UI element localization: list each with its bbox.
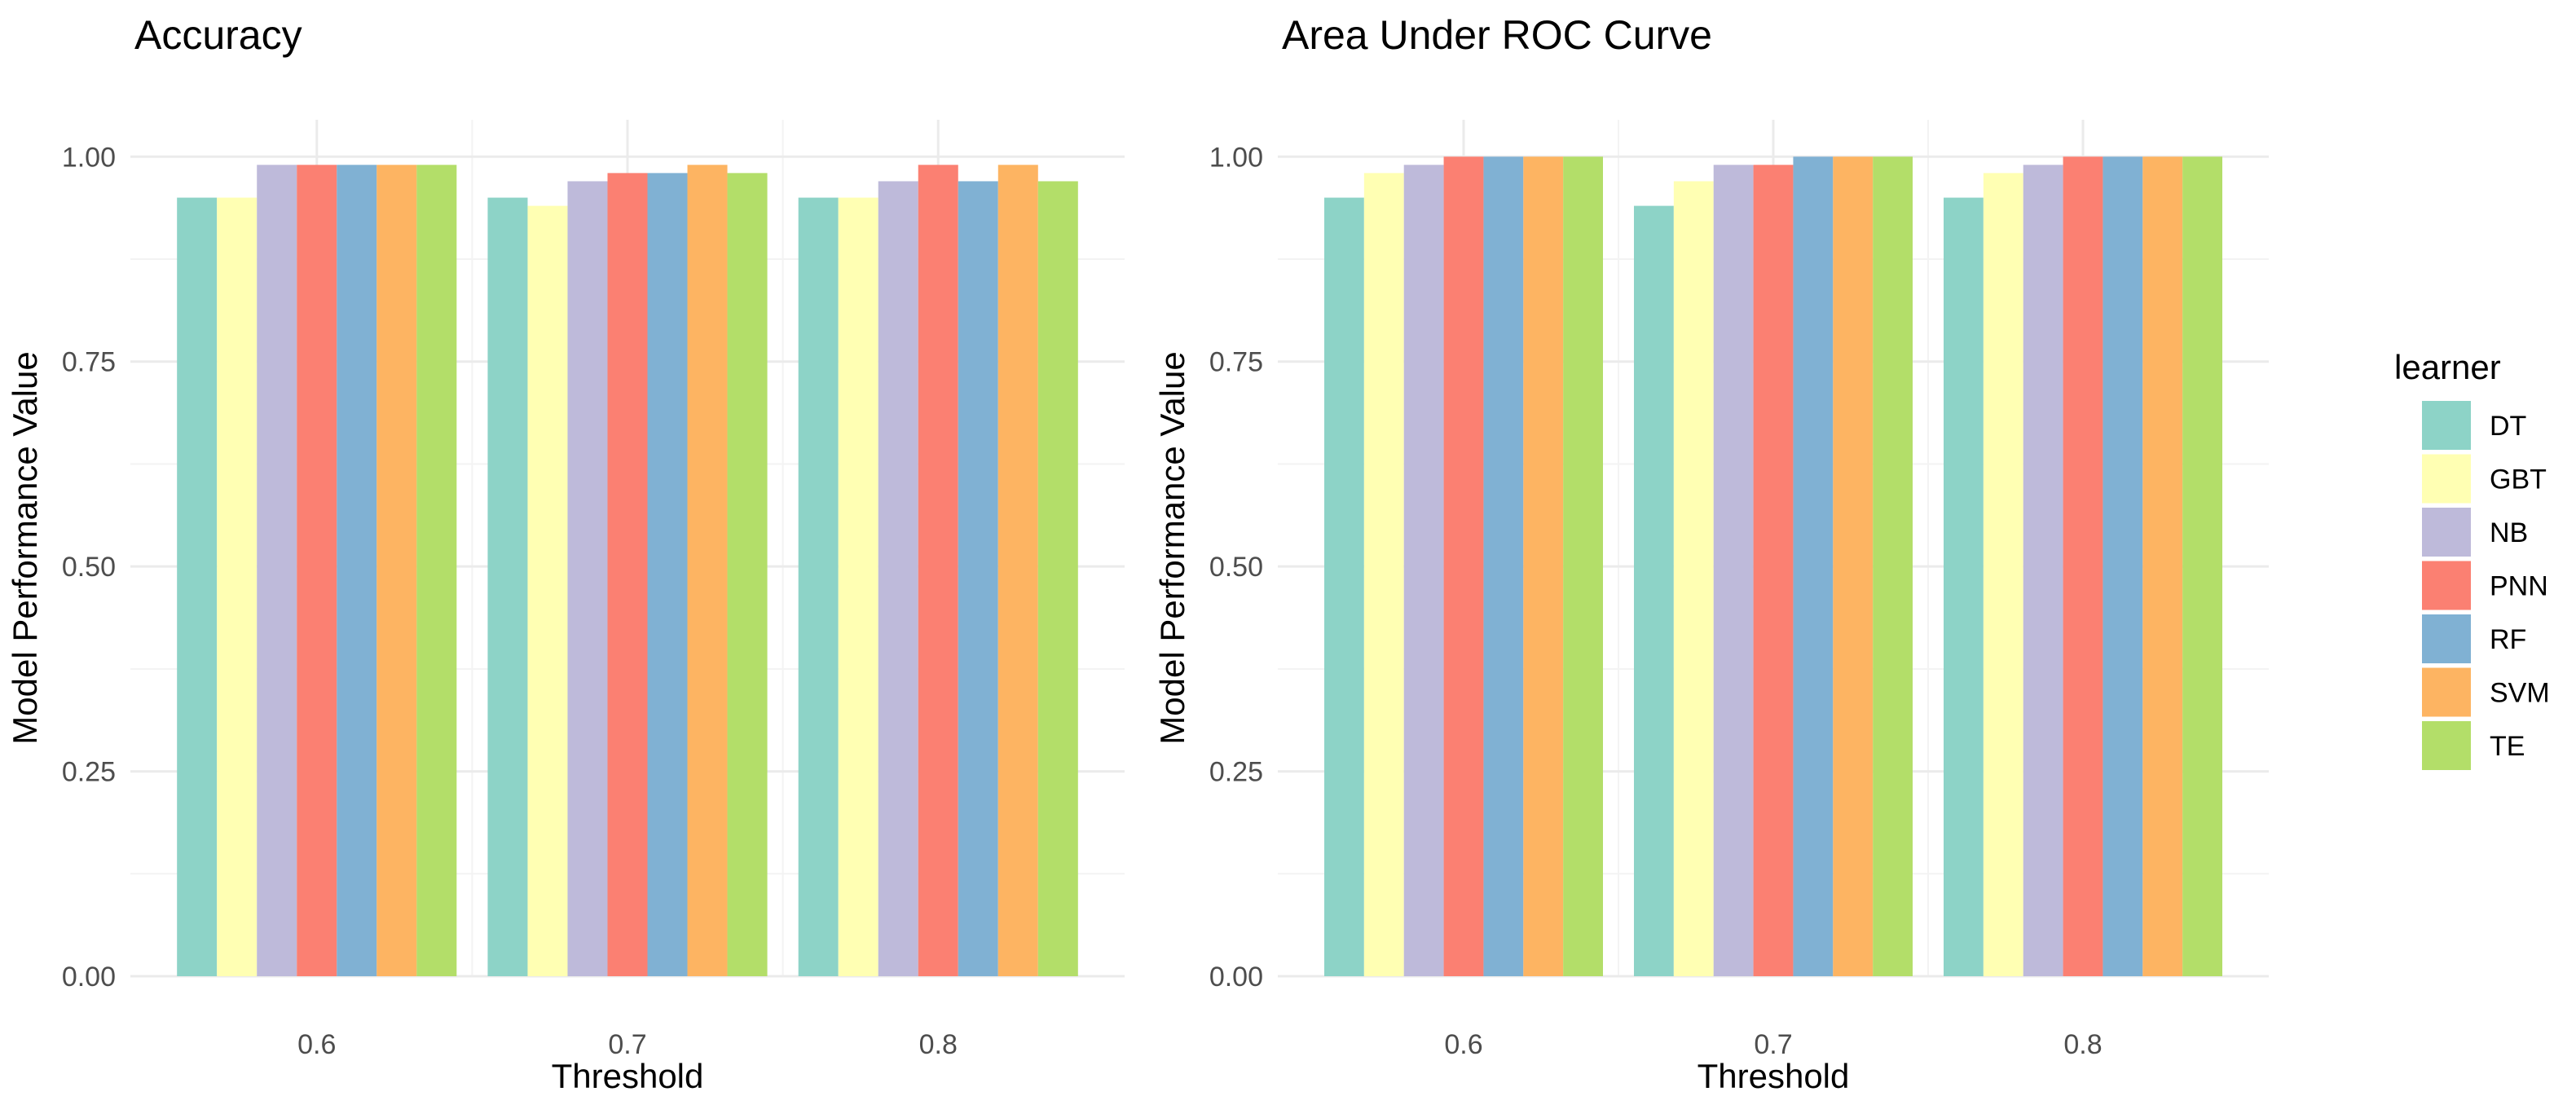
bar-rf-0_8 [2103,156,2143,976]
bar-nb-0_6 [1403,165,1444,976]
chart-panel-2: 0.00 0.25 0.50 0.75 1.00 0.6 0.7 0.8 Area Under … [1153,12,2269,1095]
bar-pnn-0_6 [297,165,337,976]
bar-gbt-0_6 [1363,173,1404,976]
bar-te-0_7 [727,173,768,976]
bar-rf-0_7 [647,173,688,976]
bar-nb-0_7 [1713,165,1754,976]
bar-dt-0_7 [1634,205,1674,977]
y-tick-label: 0.75 [62,347,116,378]
bar-gbt-0_7 [1673,181,1714,976]
legend-key-te [2422,721,2471,770]
bar-dt-0_6 [177,197,218,977]
legend-label: RF [2490,624,2526,655]
legend-label: NB [2490,517,2528,548]
bar-gbt-0_7 [527,205,568,977]
bar-gbt-0_8 [1983,173,2023,976]
bar-te-0_8 [1037,181,1078,976]
bar-dt-0_7 [487,197,528,977]
bar-nb-0_8 [2023,165,2063,976]
bar-nb-0_8 [878,181,918,976]
bar-svm-0_6 [376,165,417,976]
y-tick-label: 0.00 [1209,962,1263,993]
y-tick-label: 0.25 [62,757,116,788]
legend-title: learner [2394,348,2501,386]
chart-panel-1: 0.00 0.25 0.50 0.75 1.00 0.6 0.7 0.8 Accuracy Thr… [6,12,1125,1095]
legend-label: SVM [2490,678,2550,709]
bar-nb-0_7 [567,181,608,976]
bar-dt-0_8 [798,197,839,977]
bar-te-0_6 [1563,156,1603,976]
bar-gbt-0_8 [838,197,878,977]
x-axis-title: Threshold [552,1057,704,1095]
bar-svm-0_7 [1833,156,1874,976]
bar-rf-0_6 [1483,156,1524,976]
legend-key-rf [2422,614,2471,663]
x-tick-label: 0.8 [919,1029,958,1060]
bar-pnn-0_7 [1753,165,1794,976]
bar-pnn-0_8 [918,165,958,976]
bar-dt-0_8 [1944,197,1984,977]
bar-pnn-0_6 [1443,156,1484,976]
bar-svm-0_7 [687,165,728,976]
y-tick-label: 0.00 [62,962,116,993]
y-tick-label: 1.00 [62,142,116,173]
bar-nb-0_6 [257,165,297,976]
legend-key-nb [2422,508,2471,557]
bar-te-0_8 [2182,156,2222,976]
legend-label: DT [2490,411,2526,442]
bar-svm-0_8 [997,165,1038,976]
y-tick-label: 0.50 [1209,552,1263,583]
x-tick-label: 0.8 [2063,1029,2102,1060]
x-tick-label: 0.6 [1444,1029,1482,1060]
y-tick-label: 0.25 [1209,757,1263,788]
x-tick-label: 0.7 [608,1029,646,1060]
bar-gbt-0_6 [217,197,258,977]
legend-label: PNN [2490,571,2548,602]
bar-pnn-0_8 [2063,156,2103,976]
y-tick-label: 0.50 [62,552,116,583]
chart-title: Area Under ROC Curve [1282,12,1712,58]
bar-rf-0_7 [1793,156,1834,976]
x-tick-label: 0.7 [1754,1029,1792,1060]
legend-key-pnn [2422,561,2471,610]
legend-key-gbt [2422,454,2471,504]
chart-title: Accuracy [134,12,302,58]
bar-te-0_7 [1873,156,1913,976]
bar-rf-0_6 [337,165,377,976]
y-axis-title: Model Performance Value [6,351,44,744]
y-axis-title: Model Performance Value [1153,351,1191,744]
legend-label: TE [2490,731,2525,762]
bar-svm-0_6 [1523,156,1564,976]
y-tick-label: 1.00 [1209,142,1263,173]
y-tick-label: 0.75 [1209,347,1263,378]
bar-rf-0_8 [958,181,998,976]
bar-svm-0_8 [2142,156,2183,976]
bar-pnn-0_7 [607,173,648,976]
bar-dt-0_6 [1324,197,1364,977]
bar-te-0_6 [416,165,457,976]
x-tick-label: 0.6 [297,1029,336,1060]
x-axis-title: Threshold [1698,1057,1850,1095]
legend: learner DT GBT NB PNN RF SVM TE [2394,348,2550,770]
legend-key-svm [2422,667,2471,717]
legend-key-dt [2422,401,2471,450]
legend-label: GBT [2490,464,2547,495]
